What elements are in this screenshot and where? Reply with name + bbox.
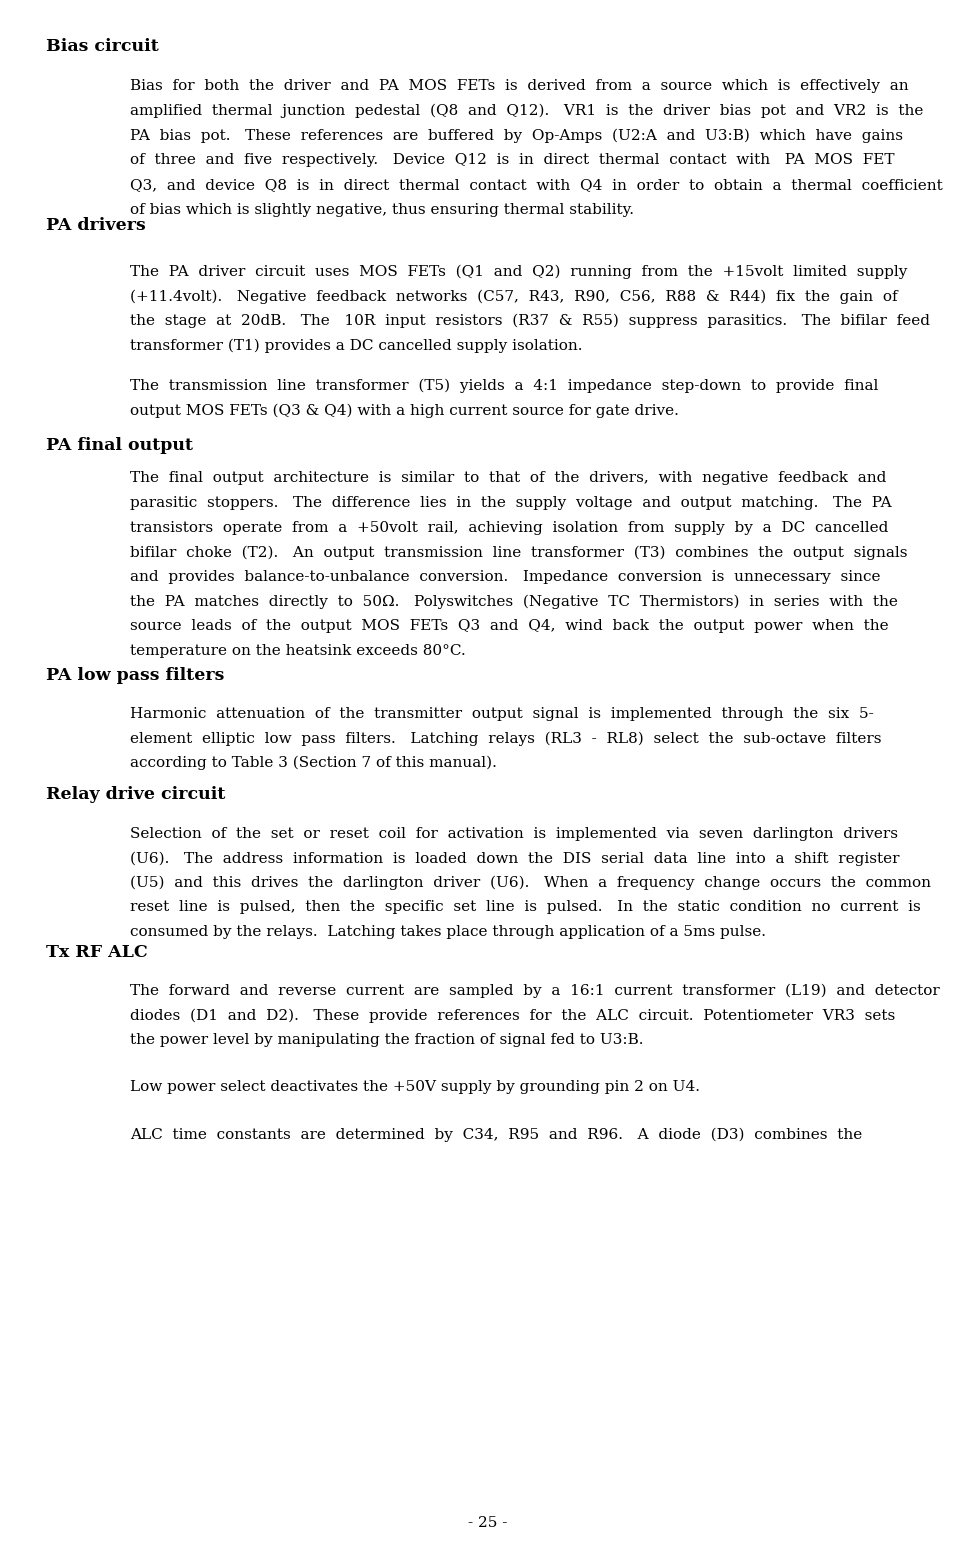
Text: temperature on the heatsink exceeds 80°C.: temperature on the heatsink exceeds 80°C… [130, 643, 466, 657]
Text: Selection  of  the  set  or  reset  coil  for  activation  is  implemented  via : Selection of the set or reset coil for a… [130, 826, 898, 840]
Text: The  transmission  line  transformer  (T5)  yields  a  4:1  impedance  step-down: The transmission line transformer (T5) y… [130, 379, 878, 393]
Text: according to Table 3 (Section 7 of this manual).: according to Table 3 (Section 7 of this … [130, 756, 497, 770]
Text: Low power select deactivates the +50V supply by grounding pin 2 on U4.: Low power select deactivates the +50V su… [130, 1081, 700, 1094]
Text: the  PA  matches  directly  to  50Ω.   Polyswitches  (Negative  TC  Thermistors): the PA matches directly to 50Ω. Polyswit… [130, 595, 898, 609]
Text: The  forward  and  reverse  current  are  sampled  by  a  16:1  current  transfo: The forward and reverse current are samp… [130, 985, 940, 999]
Text: bifilar  choke  (T2).   An  output  transmission  line  transformer  (T3)  combi: bifilar choke (T2). An output transmissi… [130, 545, 908, 559]
Text: element  elliptic  low  pass  filters.   Latching  relays  (RL3  -  RL8)  select: element elliptic low pass filters. Latch… [130, 731, 881, 746]
Text: Q3,  and  device  Q8  is  in  direct  thermal  contact  with  Q4  in  order  to : Q3, and device Q8 is in direct thermal c… [130, 178, 943, 192]
Text: Bias  for  both  the  driver  and  PA  MOS  FETs  is  derived  from  a  source  : Bias for both the driver and PA MOS FETs… [130, 79, 909, 93]
Text: The  PA  driver  circuit  uses  MOS  FETs  (Q1  and  Q2)  running  from  the  +1: The PA driver circuit uses MOS FETs (Q1 … [130, 265, 907, 279]
Text: the power level by manipulating the fraction of signal fed to U3:B.: the power level by manipulating the frac… [130, 1033, 643, 1047]
Text: transistors  operate  from  a  +50volt  rail,  achieving  isolation  from  suppl: transistors operate from a +50volt rail,… [130, 520, 888, 534]
Text: of  three  and  five  respectively.   Device  Q12  is  in  direct  thermal  cont: of three and five respectively. Device Q… [130, 153, 894, 167]
Text: diodes  (D1  and  D2).   These  provide  references  for  the  ALC  circuit.  Po: diodes (D1 and D2). These provide refere… [130, 1008, 895, 1024]
Text: PA  bias  pot.   These  references  are  buffered  by  Op-Amps  (U2:A  and  U3:B: PA bias pot. These references are buffer… [130, 129, 903, 143]
Text: PA final output: PA final output [46, 438, 193, 453]
Text: PA drivers: PA drivers [46, 217, 145, 234]
Text: (U6).   The  address  information  is  loaded  down  the  DIS  serial  data  lin: (U6). The address information is loaded … [130, 851, 899, 866]
Text: transformer (T1) provides a DC cancelled supply isolation.: transformer (T1) provides a DC cancelled… [130, 338, 583, 354]
Text: reset  line  is  pulsed,  then  the  specific  set  line  is  pulsed.   In  the : reset line is pulsed, then the specific … [130, 901, 920, 915]
Text: ALC  time  constants  are  determined  by  C34,  R95  and  R96.   A  diode  (D3): ALC time constants are determined by C34… [130, 1128, 862, 1142]
Text: source  leads  of  the  output  MOS  FETs  Q3  and  Q4,  wind  back  the  output: source leads of the output MOS FETs Q3 a… [130, 619, 888, 633]
Text: amplified  thermal  junction  pedestal  (Q8  and  Q12).   VR1  is  the  driver  : amplified thermal junction pedestal (Q8 … [130, 104, 923, 118]
Text: - 25 -: - 25 - [468, 1516, 508, 1530]
Text: and  provides  balance-to-unbalance  conversion.   Impedance  conversion  is  un: and provides balance-to-unbalance conver… [130, 570, 880, 584]
Text: (+11.4volt).   Negative  feedback  networks  (C57,  R43,  R90,  C56,  R88  &  R4: (+11.4volt). Negative feedback networks … [130, 290, 898, 304]
Text: Relay drive circuit: Relay drive circuit [46, 785, 225, 802]
Text: output MOS FETs (Q3 & Q4) with a high current source for gate drive.: output MOS FETs (Q3 & Q4) with a high cu… [130, 404, 678, 418]
Text: (U5)  and  this  drives  the  darlington  driver  (U6).   When  a  frequency  ch: (U5) and this drives the darlington driv… [130, 876, 931, 890]
Text: of bias which is slightly negative, thus ensuring thermal stability.: of bias which is slightly negative, thus… [130, 203, 633, 217]
Text: Harmonic  attenuation  of  the  transmitter  output  signal  is  implemented  th: Harmonic attenuation of the transmitter … [130, 707, 874, 720]
Text: PA low pass filters: PA low pass filters [46, 667, 224, 684]
Text: The  final  output  architecture  is  similar  to  that  of  the  drivers,  with: The final output architecture is similar… [130, 472, 886, 485]
Text: parasitic  stoppers.   The  difference  lies  in  the  supply  voltage  and  out: parasitic stoppers. The difference lies … [130, 495, 891, 509]
Text: Tx RF ALC: Tx RF ALC [46, 944, 147, 961]
Text: Bias circuit: Bias circuit [46, 39, 159, 55]
Text: consumed by the relays.  Latching takes place through application of a 5ms pulse: consumed by the relays. Latching takes p… [130, 925, 766, 939]
Text: the  stage  at  20dB.   The   10R  input  resistors  (R37  &  R55)  suppress  pa: the stage at 20dB. The 10R input resisto… [130, 315, 930, 329]
